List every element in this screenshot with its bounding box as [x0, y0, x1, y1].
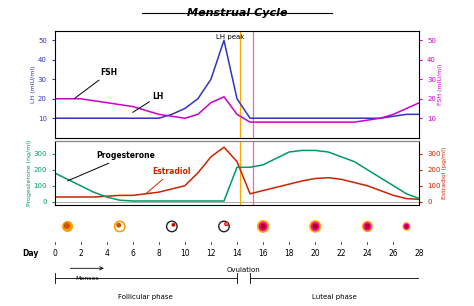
Circle shape	[226, 223, 228, 225]
Y-axis label: LH (mIU/ml): LH (mIU/ml)	[31, 65, 36, 103]
Ellipse shape	[364, 223, 371, 230]
Ellipse shape	[404, 224, 409, 229]
Text: 12: 12	[206, 249, 216, 258]
Ellipse shape	[363, 222, 372, 231]
Ellipse shape	[403, 223, 410, 230]
Text: 4: 4	[104, 249, 109, 258]
Text: 2: 2	[78, 249, 83, 258]
Circle shape	[117, 223, 120, 227]
Text: 16: 16	[258, 249, 268, 258]
Text: 14: 14	[232, 249, 242, 258]
Text: 0: 0	[52, 249, 57, 258]
Circle shape	[63, 222, 73, 231]
Ellipse shape	[313, 224, 317, 229]
Text: Day: Day	[22, 249, 39, 258]
Circle shape	[219, 221, 229, 232]
Ellipse shape	[365, 224, 369, 229]
Circle shape	[168, 222, 176, 230]
Ellipse shape	[405, 225, 408, 228]
Y-axis label: Progesterone (ng/ml): Progesterone (ng/ml)	[27, 140, 32, 206]
Text: 22: 22	[337, 249, 346, 258]
Ellipse shape	[311, 222, 319, 230]
Text: FSH: FSH	[74, 68, 117, 99]
Text: Luteal phase: Luteal phase	[312, 293, 357, 300]
Y-axis label: FSH (mIU/ml): FSH (mIU/ml)	[438, 63, 443, 105]
Circle shape	[114, 221, 125, 232]
Text: LH: LH	[133, 92, 164, 112]
Text: 8: 8	[156, 249, 161, 258]
Text: 24: 24	[363, 249, 372, 258]
Text: Menstrual Cycle: Menstrual Cycle	[187, 8, 287, 18]
Ellipse shape	[259, 222, 267, 230]
Ellipse shape	[310, 221, 320, 232]
Circle shape	[166, 221, 177, 232]
Text: Menses: Menses	[75, 276, 99, 281]
Ellipse shape	[261, 224, 265, 229]
Circle shape	[116, 223, 123, 230]
Y-axis label: Estradiol (pg/ml): Estradiol (pg/ml)	[442, 147, 447, 199]
Text: Progesterone: Progesterone	[67, 151, 155, 181]
Circle shape	[64, 223, 69, 228]
Text: Ovulation: Ovulation	[227, 267, 260, 273]
Circle shape	[172, 224, 174, 226]
Text: Follicular phase: Follicular phase	[118, 293, 173, 300]
Text: Estradiol: Estradiol	[146, 167, 191, 194]
Text: LH peak: LH peak	[216, 35, 245, 40]
Text: 10: 10	[180, 249, 190, 258]
Text: 18: 18	[284, 249, 294, 258]
Circle shape	[220, 222, 228, 230]
Text: 20: 20	[310, 249, 320, 258]
Circle shape	[225, 222, 228, 226]
Ellipse shape	[257, 221, 269, 232]
Text: 26: 26	[389, 249, 398, 258]
Text: 28: 28	[415, 249, 424, 258]
Text: 6: 6	[130, 249, 135, 258]
